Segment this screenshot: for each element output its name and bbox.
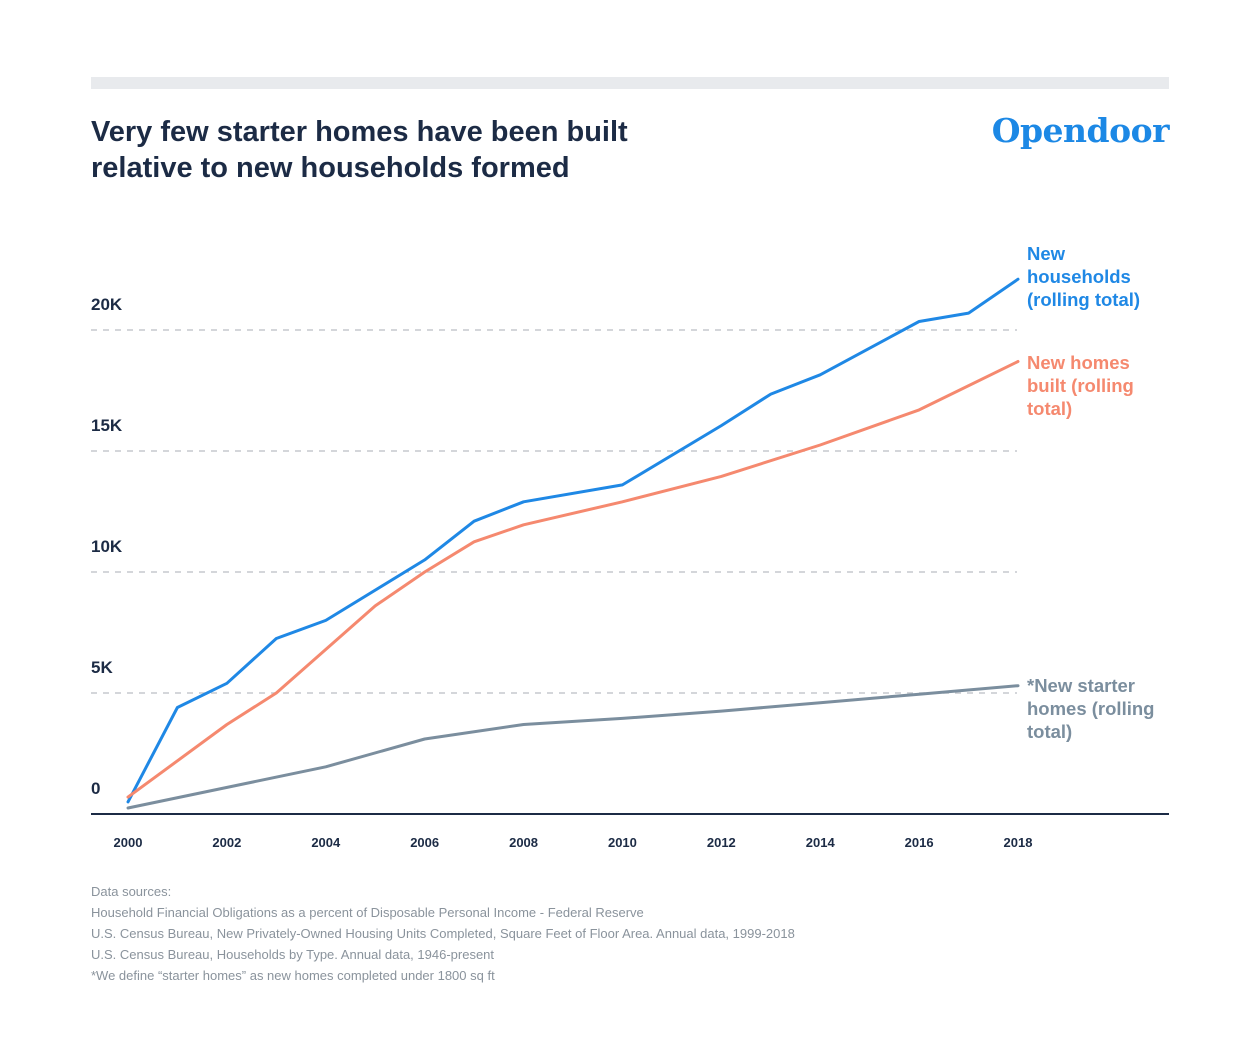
- new-households-label: (rolling total): [1027, 289, 1140, 310]
- x-tick-label: 2012: [707, 835, 736, 850]
- new-homes-built-label: built (rolling: [1027, 375, 1134, 396]
- new-households-label: households: [1027, 266, 1131, 287]
- x-tick-label: 2010: [608, 835, 637, 850]
- source-line-4: *We define “starter homes” as new homes …: [91, 968, 495, 983]
- new-starter-homes-label: *New starter: [1027, 675, 1135, 696]
- y-tick-label: 10K: [91, 537, 123, 556]
- new-homes-built-label: total): [1027, 398, 1072, 419]
- x-tick-label: 2002: [212, 835, 241, 850]
- sources-heading: Data sources:: [91, 884, 172, 899]
- new-households-label: New: [1027, 243, 1066, 264]
- new-households-line: [126, 277, 1020, 804]
- chart-title: Very few starter homes have been built r…: [91, 114, 791, 186]
- new-starter-homes-line: [126, 684, 1020, 810]
- x-tick-label: 2008: [509, 835, 538, 850]
- new-homes-built-label: New homes: [1027, 352, 1130, 373]
- source-line-3: U.S. Census Bureau, Households by Type. …: [91, 947, 495, 962]
- chart-title-line-1: Very few starter homes have been built: [91, 116, 628, 148]
- x-tick-label: 2004: [311, 835, 341, 850]
- y-tick-label: 5K: [91, 658, 113, 677]
- new-starter-homes-label: homes (rolling: [1027, 698, 1154, 719]
- source-line-2: U.S. Census Bureau, New Privately-Owned …: [91, 926, 795, 941]
- y-tick-label: 15K: [91, 416, 123, 435]
- x-tick-label: 2006: [410, 835, 439, 850]
- line-chart: 0 5K 10K 15K 20K 2000 2002 2004 2006 2008 2010 2012…: [91, 243, 1169, 850]
- new-homes-built-line: [126, 360, 1020, 799]
- x-tick-label: 2014: [806, 835, 836, 850]
- new-starter-homes-label: total): [1027, 721, 1072, 742]
- y-tick-label: 20K: [91, 295, 123, 314]
- x-tick-label: 2018: [1004, 835, 1033, 850]
- chart-title-line-2: relative to new households formed: [91, 152, 570, 184]
- x-tick-label: 2000: [114, 835, 143, 850]
- top-divider-bar: [91, 77, 1169, 89]
- source-line-1: Household Financial Obligations as a per…: [91, 905, 644, 920]
- x-tick-label: 2016: [905, 835, 934, 850]
- opendoor-logo: Opendoor: [991, 111, 1170, 150]
- data-sources: Data sources: Household Financial Obliga…: [91, 881, 795, 986]
- y-tick-label: 0: [91, 779, 100, 798]
